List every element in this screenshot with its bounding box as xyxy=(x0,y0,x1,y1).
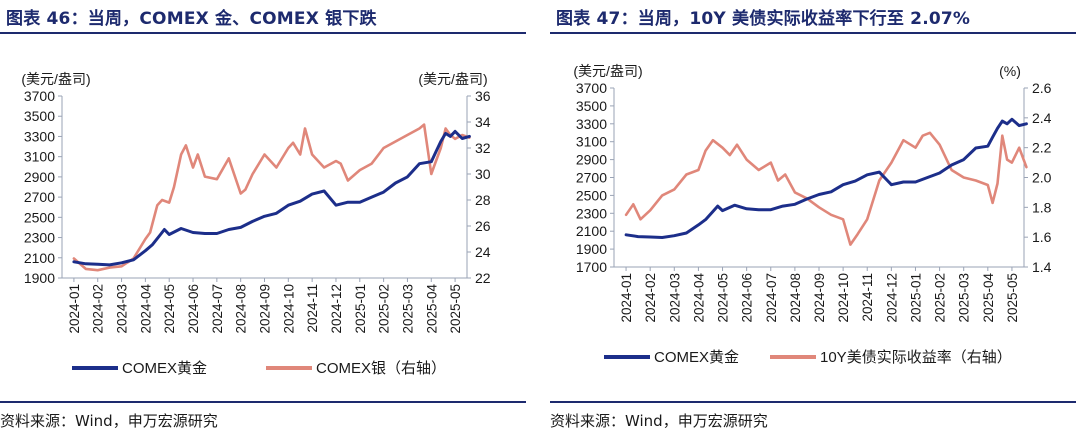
source-note: 资料来源：Wind，申万宏源研究 xyxy=(0,412,218,430)
x-tick-label: 2024-06 xyxy=(186,284,201,334)
right-axis-unit: (美元/盎司) xyxy=(418,71,487,87)
series-line-right-axis xyxy=(624,131,1028,246)
chart-title: 图表 46：当周，COMEX 金、COMEX 银下跌 xyxy=(6,9,377,29)
right-tick-label: 24 xyxy=(475,244,491,260)
right-tick-label: 28 xyxy=(475,192,491,208)
left-tick-label: 2700 xyxy=(24,189,55,205)
x-tick-label: 2024-08 xyxy=(234,284,249,334)
x-tick-label: 2024-11 xyxy=(305,284,320,333)
right-tick-label: 30 xyxy=(475,166,491,182)
x-tick-label: 2024-01 xyxy=(67,284,82,334)
right-tick-label: 36 xyxy=(475,88,491,104)
x-tick-label: 2025-01 xyxy=(353,284,368,334)
x-tick-label: 2025-05 xyxy=(448,284,463,334)
x-tick-label: 2024-01 xyxy=(619,273,634,323)
left-tick-label: 3700 xyxy=(576,80,607,96)
left-tick-label: 1900 xyxy=(576,241,607,257)
right-tick-label: 1.8 xyxy=(1032,199,1052,215)
x-tick-label: 2024-02 xyxy=(643,273,658,323)
x-tick-label: 2025-01 xyxy=(908,273,923,323)
x-tick-label: 2024-11 xyxy=(860,273,875,322)
right-tick-label: 1.4 xyxy=(1032,259,1052,275)
left-tick-label: 1900 xyxy=(24,270,55,286)
legend-label-right-series: COMEX银（右轴） xyxy=(316,360,446,377)
x-tick-label: 2024-05 xyxy=(716,273,731,323)
left-tick-label: 3300 xyxy=(576,116,607,132)
left-tick-label: 3100 xyxy=(24,149,55,165)
gold-silver-line-chart: (美元/盎司) (美元/盎司) 1900 2100 2300 2500 2700 2900 31… xyxy=(21,71,491,377)
source-divider xyxy=(550,401,1076,403)
left-tick-label: 3100 xyxy=(576,134,607,150)
series-line-gold xyxy=(624,117,1028,239)
left-tick-label: 2300 xyxy=(24,230,55,246)
left-tick-label: 3500 xyxy=(24,108,55,124)
legend-label-right-series: 10Y美债实际收益率（右轴） xyxy=(820,349,1012,366)
x-tick-label: 2025-03 xyxy=(957,273,972,323)
legend-label-gold: COMEX黄金 xyxy=(654,349,739,366)
x-tick-label: 2024-03 xyxy=(115,284,130,334)
x-tick-label: 2024-12 xyxy=(329,284,344,334)
right-tick-label: 2.4 xyxy=(1032,110,1052,126)
right-tick-label: 26 xyxy=(475,218,491,234)
left-axis-unit: (美元/盎司) xyxy=(21,71,90,87)
left-tick-label: 2500 xyxy=(24,209,55,225)
x-tick-label: 2024-02 xyxy=(91,284,106,334)
x-tick-label: 2024-04 xyxy=(138,284,153,334)
x-tick-label: 2025-05 xyxy=(1005,273,1020,323)
x-tick-label: 2024-10 xyxy=(281,284,296,334)
source-note: 资料来源：Wind，申万宏源研究 xyxy=(550,412,768,430)
title-divider xyxy=(0,32,526,34)
x-tick-label: 2024-04 xyxy=(691,273,706,323)
legend-label-gold: COMEX黄金 xyxy=(122,360,207,377)
x-tick-label: 2025-04 xyxy=(981,273,996,323)
title-divider xyxy=(550,32,1076,34)
left-tick-label: 2100 xyxy=(576,223,607,239)
right-axis-unit: (%) xyxy=(999,63,1021,79)
left-tick-label: 2900 xyxy=(576,152,607,168)
x-tick-label: 2024-06 xyxy=(740,273,755,323)
chart-panel-gold-silver: 图表 46：当周，COMEX 金、COMEX 银下跌 (美元/盎司) (美元/盎司… xyxy=(0,0,530,437)
x-tick-label: 2025-02 xyxy=(377,284,392,334)
chart-panel-gold-real-yield: 图表 47：当周，10Y 美债实际收益率下行至 2.07% (美元/盎司) (%)… xyxy=(550,0,1080,437)
series-line-right-axis xyxy=(72,123,471,272)
chart-title: 图表 47：当周，10Y 美债实际收益率下行至 2.07% xyxy=(556,9,971,29)
right-tick-label: 2.6 xyxy=(1032,80,1052,96)
left-axis-unit: (美元/盎司) xyxy=(573,63,642,79)
x-tick-label: 2025-02 xyxy=(933,273,948,323)
x-tick-label: 2024-07 xyxy=(764,273,779,323)
right-tick-label: 2.0 xyxy=(1032,170,1052,186)
left-tick-label: 3300 xyxy=(24,128,55,144)
left-tick-label: 2300 xyxy=(576,205,607,221)
left-tick-label: 2100 xyxy=(24,250,55,266)
left-tick-label: 3500 xyxy=(576,98,607,114)
x-tick-label: 2024-08 xyxy=(788,273,803,323)
source-divider xyxy=(0,401,526,403)
right-tick-label: 22 xyxy=(475,270,491,286)
x-tick-label: 2024-05 xyxy=(162,284,177,334)
right-tick-label: 2.2 xyxy=(1032,140,1052,156)
left-tick-label: 2900 xyxy=(24,169,55,185)
series-line-gold xyxy=(72,129,471,267)
x-tick-label: 2024-09 xyxy=(258,284,273,334)
x-tick-label: 2024-12 xyxy=(884,273,899,323)
x-tick-label: 2024-09 xyxy=(812,273,827,323)
x-tick-label: 2024-10 xyxy=(836,273,851,323)
x-tick-label: 2025-04 xyxy=(424,284,439,334)
right-tick-label: 32 xyxy=(475,140,491,156)
x-tick-label: 2024-03 xyxy=(667,273,682,323)
right-tick-label: 34 xyxy=(475,114,491,130)
left-tick-label: 2500 xyxy=(576,187,607,203)
x-tick-label: 2024-07 xyxy=(210,284,225,334)
x-tick-label: 2025-03 xyxy=(400,284,415,334)
left-tick-label: 1700 xyxy=(576,259,607,275)
left-tick-label: 3700 xyxy=(24,88,55,104)
right-tick-label: 1.6 xyxy=(1032,229,1052,245)
left-tick-label: 2700 xyxy=(576,170,607,186)
